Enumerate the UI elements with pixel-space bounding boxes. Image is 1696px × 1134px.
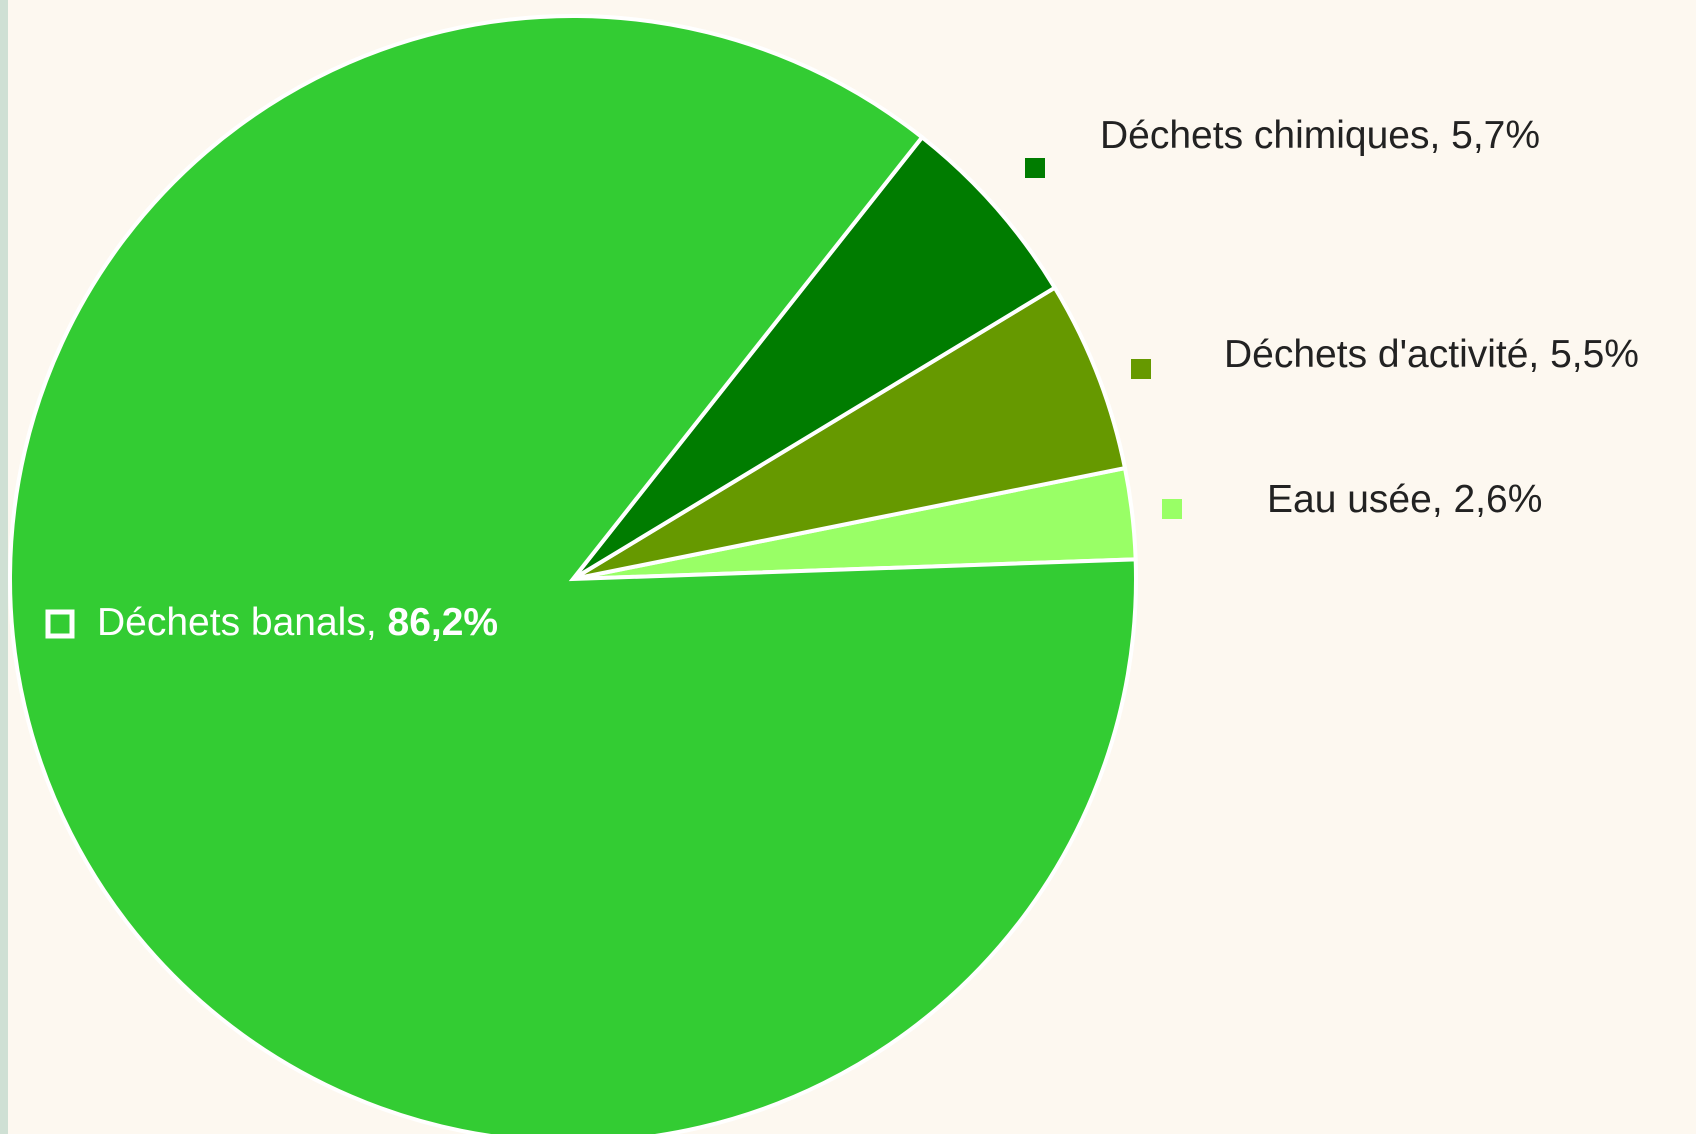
pie-slice (8, 14, 1139, 1134)
slice-value: 86,2% (388, 601, 499, 644)
slice-label: Déchets chimiques, 5,7% (1100, 114, 1540, 157)
slice-name: Déchets d'activité (1224, 333, 1528, 376)
label-separator: , (366, 601, 388, 644)
pie-slice (571, 134, 1058, 581)
label-separator: , (1432, 478, 1454, 521)
legend-marker (1025, 158, 1045, 178)
slice-name: Déchets banals (97, 601, 366, 644)
pie-slice (571, 284, 1128, 581)
left-border (0, 0, 8, 1134)
slice-value: 5,5% (1550, 333, 1639, 376)
slice-label: Déchets d'activité, 5,5% (1224, 333, 1639, 376)
slice-label: Eau usée, 2,6% (1267, 478, 1542, 521)
slice-value: 5,7% (1451, 114, 1540, 157)
legend-marker (1162, 499, 1182, 519)
legend-marker (1131, 359, 1151, 379)
slice-value: 2,6% (1453, 478, 1542, 521)
legend-marker (45, 609, 75, 639)
slice-name: Déchets chimiques (1100, 114, 1429, 157)
slice-name: Eau usée (1267, 478, 1432, 521)
label-separator: , (1429, 114, 1451, 157)
slice-label: Déchets banals, 86,2% (97, 601, 498, 644)
label-separator: , (1528, 333, 1550, 376)
